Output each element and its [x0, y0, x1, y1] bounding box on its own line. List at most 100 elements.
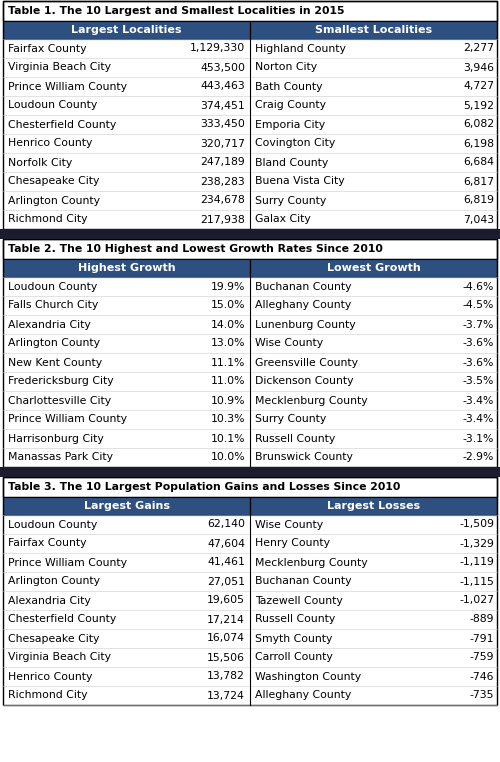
Text: Arlington County: Arlington County: [8, 196, 100, 206]
Text: -1,119: -1,119: [459, 558, 494, 568]
Text: Charlottesville City: Charlottesville City: [8, 395, 111, 405]
Text: -3.4%: -3.4%: [462, 395, 494, 405]
Text: 27,051: 27,051: [207, 577, 245, 587]
Text: Smyth County: Smyth County: [255, 633, 332, 643]
Text: 62,140: 62,140: [207, 520, 245, 530]
Text: 13.0%: 13.0%: [210, 338, 245, 348]
Text: 1,129,330: 1,129,330: [190, 43, 245, 53]
Text: 320,717: 320,717: [200, 139, 245, 149]
Text: 17,214: 17,214: [207, 614, 245, 625]
Text: 10.9%: 10.9%: [210, 395, 245, 405]
Text: -735: -735: [470, 690, 494, 700]
Text: -746: -746: [470, 671, 494, 681]
Text: Henry County: Henry County: [255, 539, 330, 549]
Bar: [3, 210, 250, 229]
Text: 19,605: 19,605: [207, 595, 245, 606]
Bar: [3, 477, 497, 497]
Bar: [250, 58, 497, 77]
Bar: [250, 296, 497, 315]
Text: Bland County: Bland County: [255, 158, 328, 168]
Text: 6,082: 6,082: [463, 120, 494, 130]
Text: Carroll County: Carroll County: [255, 652, 333, 662]
Bar: [250, 391, 497, 410]
Bar: [250, 553, 497, 572]
Text: -1,329: -1,329: [459, 539, 494, 549]
Text: -1,115: -1,115: [459, 577, 494, 587]
Text: Russell County: Russell County: [255, 434, 335, 443]
Text: Falls Church City: Falls Church City: [8, 300, 98, 310]
Bar: [250, 115, 497, 134]
Text: Norton City: Norton City: [255, 62, 317, 72]
Text: Wise County: Wise County: [255, 338, 323, 348]
Text: 217,938: 217,938: [200, 214, 245, 225]
Bar: [0, 229, 500, 239]
Text: Prince William County: Prince William County: [8, 82, 127, 91]
Text: 333,450: 333,450: [200, 120, 245, 130]
Text: Richmond City: Richmond City: [8, 214, 87, 225]
Bar: [250, 572, 497, 591]
Text: -3.6%: -3.6%: [462, 357, 494, 367]
Text: 14.0%: 14.0%: [210, 319, 245, 329]
Text: Chesterfield County: Chesterfield County: [8, 120, 116, 130]
Text: -3.5%: -3.5%: [462, 376, 494, 386]
Text: Table 3. The 10 Largest Population Gains and Losses Since 2010: Table 3. The 10 Largest Population Gains…: [8, 482, 400, 492]
Text: Covington City: Covington City: [255, 139, 335, 149]
Text: 41,461: 41,461: [207, 558, 245, 568]
Text: 11.0%: 11.0%: [210, 376, 245, 386]
Bar: [3, 296, 250, 315]
Text: -889: -889: [470, 614, 494, 625]
Text: -3.7%: -3.7%: [462, 319, 494, 329]
Text: Alexandria City: Alexandria City: [8, 595, 91, 606]
Text: Alexandria City: Alexandria City: [8, 319, 91, 329]
Text: Prince William County: Prince William County: [8, 558, 127, 568]
Bar: [250, 410, 497, 429]
Bar: [250, 648, 497, 667]
Text: Arlington County: Arlington County: [8, 338, 100, 348]
Text: 374,451: 374,451: [200, 101, 245, 110]
Text: 6,684: 6,684: [463, 158, 494, 168]
Text: 247,189: 247,189: [200, 158, 245, 168]
Text: Alleghany County: Alleghany County: [255, 300, 351, 310]
Text: Emporia City: Emporia City: [255, 120, 325, 130]
Bar: [250, 210, 497, 229]
Text: Buchanan County: Buchanan County: [255, 577, 352, 587]
Text: Greensville County: Greensville County: [255, 357, 358, 367]
Bar: [250, 21, 497, 39]
Bar: [250, 277, 497, 296]
Bar: [3, 58, 250, 77]
Text: Smallest Localities: Smallest Localities: [315, 25, 432, 35]
Text: -759: -759: [470, 652, 494, 662]
Bar: [3, 21, 250, 39]
Text: 3,946: 3,946: [463, 62, 494, 72]
Text: Fairfax County: Fairfax County: [8, 43, 86, 53]
Text: Table 2. The 10 Highest and Lowest Growth Rates Since 2010: Table 2. The 10 Highest and Lowest Growt…: [8, 244, 383, 254]
Text: 10.1%: 10.1%: [210, 434, 245, 443]
Bar: [3, 1, 497, 21]
Bar: [3, 534, 250, 553]
Bar: [250, 686, 497, 705]
Text: Surry County: Surry County: [255, 196, 326, 206]
Bar: [3, 667, 250, 686]
Text: Lowest Growth: Lowest Growth: [326, 263, 420, 273]
Text: Wise County: Wise County: [255, 520, 323, 530]
Text: Bath County: Bath County: [255, 82, 322, 91]
Bar: [3, 153, 250, 172]
Text: Manassas Park City: Manassas Park City: [8, 453, 113, 463]
Bar: [250, 629, 497, 648]
Text: Mecklenburg County: Mecklenburg County: [255, 558, 368, 568]
Text: Highest Growth: Highest Growth: [78, 263, 176, 273]
Bar: [3, 334, 250, 353]
Bar: [250, 334, 497, 353]
Text: -3.6%: -3.6%: [462, 338, 494, 348]
Text: 238,283: 238,283: [200, 177, 245, 187]
Text: Henrico County: Henrico County: [8, 139, 92, 149]
Bar: [250, 39, 497, 58]
Text: Norfolk City: Norfolk City: [8, 158, 72, 168]
Bar: [3, 429, 250, 448]
Bar: [3, 239, 497, 467]
Bar: [250, 259, 497, 277]
Text: 5,192: 5,192: [463, 101, 494, 110]
Text: Buchanan County: Buchanan County: [255, 281, 352, 292]
Text: Harrisonburg City: Harrisonburg City: [8, 434, 104, 443]
Text: Virginia Beach City: Virginia Beach City: [8, 62, 111, 72]
